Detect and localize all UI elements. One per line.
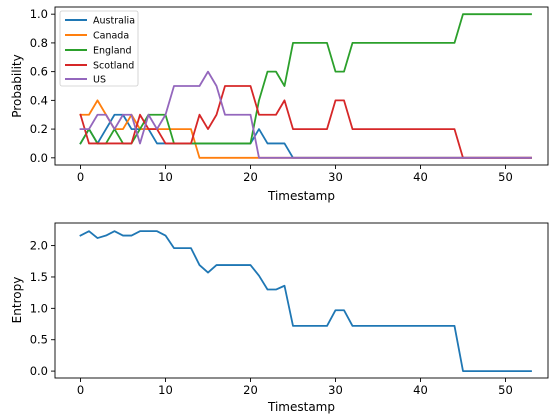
probability-plot-frame [54,6,549,166]
entropy-xtick-label: 20 [243,383,258,397]
entropy-ytick-label: 0.5 [30,333,48,347]
probability-xtick-label: 20 [243,170,258,184]
probability-subplot: 0 10 20 30 40 500.00.20.40.60.81.0 Timestamp … [10,6,549,203]
probability-xtick-label: 0 [77,170,84,184]
entropy-ytick-label: 0.0 [30,364,48,378]
probability-xtick-label: 50 [498,170,513,184]
entropy-ytick-label: 1.0 [30,301,48,315]
probability-xtick-label: 40 [413,170,428,184]
entropy-plot-frame [54,222,549,379]
probability-ytick-label: 0.6 [30,65,48,79]
probability-series-line-england [79,13,532,145]
entropy-series-line-0 [79,230,532,373]
probability-series-line-scotland [79,85,532,159]
probability-ytick-label: 0.2 [30,122,48,136]
probability-xlabel: Timestamp [267,189,335,203]
probability-xtick-label: 10 [158,170,173,184]
entropy-ylabel: Entropy [10,277,24,324]
probability-ytick-label: 0.4 [30,93,48,107]
entropy-subplot: 0 10 20 30 40 50 0.0 0.5 1.0 1.5 2.0 Timestamp Ent… [10,222,549,414]
probability-ytick-label: 0.0 [30,151,48,165]
legend-box [59,10,139,87]
legend-label-us: US [93,75,106,86]
entropy-xlabel: Timestamp [267,400,335,414]
probability-ytick-label: 1.0 [30,7,48,21]
entropy-xtick-label: 10 [158,383,173,397]
legend-label-canada: Canada [93,31,129,42]
probability-ytick-label: 0.8 [30,36,48,50]
entropy-ytick-label: 2.0 [30,239,48,253]
entropy-xtick-label: 50 [498,383,513,397]
legend-label-england: England [93,46,132,57]
entropy-series-lines [79,230,532,373]
entropy-ytick-label: 1.5 [30,270,48,284]
entropy-axis-ticks: 0 10 20 30 40 50 0.0 0.5 1.0 1.5 2.0 [30,239,513,397]
probability-xtick-label: 30 [328,170,343,184]
probability-ylabel: Probability [10,54,24,117]
legend: Australia Canada England Scotland US [59,10,139,87]
probability-series-lines [79,13,532,159]
probability-axis-ticks: 0 10 20 30 40 50 0.0 0.2 0.4 0.6 0.8 1.0 [30,7,513,184]
entropy-xtick-label: 30 [328,383,343,397]
legend-label-australia: Australia [93,16,135,27]
entropy-xtick-label: 0 [77,383,84,397]
probability-series-line-us [79,70,532,159]
legend-label-scotland: Scotland [93,61,134,72]
entropy-xtick-label: 40 [413,383,428,397]
